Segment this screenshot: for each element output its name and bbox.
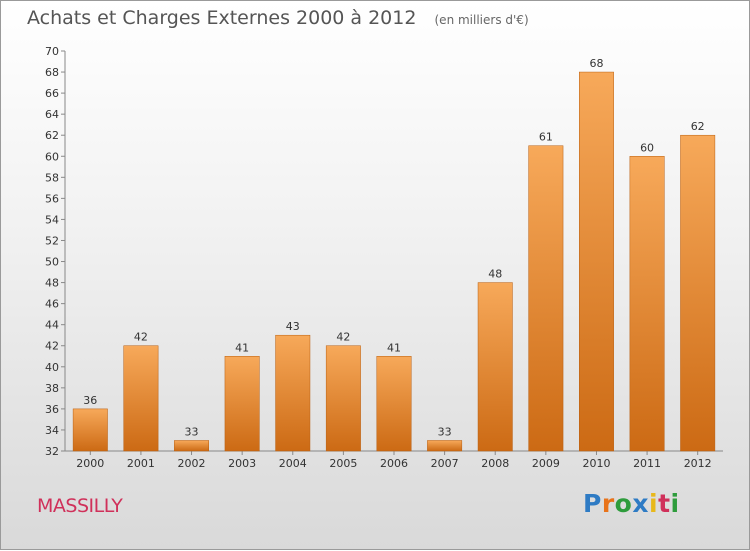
x-tick-label-2004: 2004 (279, 457, 307, 470)
y-tick-label: 70 (45, 45, 59, 58)
bar-2010 (579, 71, 614, 452)
y-tick-label: 48 (45, 277, 59, 290)
x-tick-label-2008: 2008 (481, 457, 509, 470)
chart-subtitle: (en milliers d'€) (434, 13, 529, 27)
x-tick-label-2001: 2001 (127, 457, 155, 470)
y-tick-label: 58 (45, 171, 59, 184)
x-tick-label-2011: 2011 (633, 457, 661, 470)
value-label-2005: 42 (336, 331, 350, 344)
value-label-2002: 33 (185, 425, 199, 438)
bar-2012 (680, 134, 716, 452)
x-tick-label-2003: 2003 (228, 457, 256, 470)
y-tick-label: 32 (45, 445, 59, 458)
x-tick-label-2007: 2007 (431, 457, 459, 470)
value-label-2012: 62 (691, 120, 705, 133)
x-tick-label-2009: 2009 (532, 457, 560, 470)
y-tick-label: 42 (45, 340, 59, 353)
y-tick-label: 34 (45, 424, 59, 437)
y-tick-label: 60 (45, 150, 59, 163)
bar-2003 (224, 356, 260, 452)
x-tick-label-2005: 2005 (329, 457, 357, 470)
y-tick-label: 68 (45, 66, 59, 79)
commune-name: MASSILLY (37, 495, 123, 517)
x-tick-label-2010: 2010 (582, 457, 610, 470)
chart-title-block: Achats et Charges Externes 2000 à 2012 (… (27, 7, 529, 29)
y-tick-label: 64 (45, 108, 59, 121)
x-tick-label-2000: 2000 (76, 457, 104, 470)
bar-2001 (123, 345, 159, 452)
y-tick-label: 50 (45, 256, 59, 269)
chart-title: Achats et Charges Externes 2000 à 2012 (27, 7, 417, 29)
y-tick-label: 62 (45, 129, 59, 142)
bar-2000 (72, 408, 108, 452)
value-label-2010: 68 (589, 57, 603, 70)
value-label-2000: 36 (83, 394, 97, 407)
y-tick-label: 66 (45, 87, 59, 100)
y-tick-label: 56 (45, 192, 59, 205)
value-label-2008: 48 (488, 268, 502, 281)
y-tick-label: 44 (45, 319, 59, 332)
y-tick-label: 54 (45, 213, 59, 226)
bar-2011 (629, 156, 665, 452)
y-tick-label: 38 (45, 382, 59, 395)
bar-2006 (376, 356, 412, 452)
bar-2007 (427, 440, 463, 452)
value-label-2006: 41 (387, 341, 401, 354)
x-tick-label-2012: 2012 (684, 457, 712, 470)
value-label-2004: 43 (286, 320, 300, 333)
x-tick-label-2006: 2006 (380, 457, 408, 470)
value-label-2001: 42 (134, 331, 148, 344)
y-tick-label: 52 (45, 234, 59, 247)
x-tick-label-2002: 2002 (178, 457, 206, 470)
value-label-2011: 60 (640, 141, 654, 154)
value-label-2009: 61 (539, 131, 553, 144)
y-tick-label: 40 (45, 361, 59, 374)
value-label-2003: 41 (235, 341, 249, 354)
bar-2005 (325, 345, 361, 452)
bar-2009 (528, 145, 564, 452)
bar-2008 (477, 282, 513, 452)
value-label-2007: 33 (438, 425, 452, 438)
y-tick-label: 36 (45, 403, 59, 416)
bar-2002 (174, 440, 209, 452)
proxiti-logo: Proxiti (583, 489, 680, 518)
bar-2004 (275, 334, 311, 452)
y-tick-label: 46 (45, 298, 59, 311)
